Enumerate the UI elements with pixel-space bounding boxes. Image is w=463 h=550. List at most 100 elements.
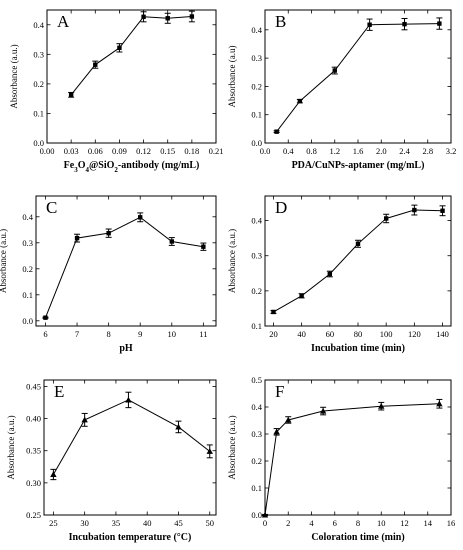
data-point — [43, 315, 48, 320]
x-axis-label: Fe3O4@SiO2-antibody (mg/mL) — [64, 160, 200, 174]
data-point — [141, 14, 146, 19]
x-tick-label: 8 — [356, 518, 360, 528]
plot-frame — [264, 9, 452, 144]
plot-frame — [264, 195, 452, 327]
y-axis-label: Absorbance (a.u.) — [0, 229, 8, 293]
panel-label: C — [46, 198, 57, 217]
x-axis-label-part: Fe — [64, 160, 75, 171]
series-line — [276, 23, 440, 132]
x-tick-label: 35 — [112, 518, 121, 528]
x-tick-label: 1.2 — [329, 146, 340, 156]
plot-frame — [43, 379, 217, 516]
data-point — [201, 244, 206, 249]
y-tick-label: 0.4 — [251, 25, 262, 35]
panel-label: E — [54, 382, 64, 401]
data-point — [332, 68, 337, 73]
x-axis-label: Incubation temperature (°C) — [69, 532, 192, 543]
x-tick-label: 0.12 — [136, 146, 151, 156]
data-point — [273, 428, 280, 435]
panel-label: A — [57, 12, 70, 31]
y-tick-label: 0.2 — [22, 264, 33, 274]
chart-panel-e: 25 30 35 40 45 50 0.25 0.30 0.35 0.40 0.45 E Incubat… — [6, 379, 217, 543]
y-tick-label: 0.4 — [251, 216, 262, 226]
data-point — [106, 230, 111, 236]
data-point — [138, 215, 143, 220]
data-point — [319, 407, 327, 414]
data-point — [437, 21, 442, 26]
x-tick-label: 20 — [269, 329, 278, 339]
y-axis-label: Absorbance (a.u.) — [227, 229, 237, 293]
y-tick-label: 0.30 — [26, 478, 41, 488]
y-axis-label: Absorbance (a.u.) — [6, 415, 16, 479]
y-tick-label: 0.45 — [26, 381, 41, 391]
data-point — [402, 21, 407, 27]
y-tick-label: 0.3 — [251, 251, 262, 261]
series-line — [264, 403, 440, 516]
x-tick-label: 80 — [354, 329, 363, 339]
x-axis-label-part: 4 — [86, 166, 90, 174]
x-tick-label: 0.09 — [112, 146, 127, 156]
data-point — [81, 416, 88, 423]
x-tick-label: 7 — [75, 329, 79, 339]
y-tick-label: 0.1 — [251, 321, 262, 331]
x-tick-label: 0 — [263, 518, 267, 528]
x-tick-label: 0.03 — [64, 146, 79, 156]
series-line — [45, 216, 204, 318]
x-axis-label: Coloration time (min) — [311, 532, 404, 543]
x-tick-label: 0.18 — [184, 146, 199, 156]
y-tick-label: 0.0 — [33, 138, 44, 148]
y-tick-label: 0.3 — [251, 53, 262, 63]
x-tick-label: 10 — [377, 518, 386, 528]
y-tick-label: 0.1 — [22, 290, 33, 300]
x-tick-label: 9 — [138, 329, 142, 339]
x-axis-label-part: O — [78, 160, 86, 171]
x-tick-label: 60 — [326, 329, 335, 339]
x-tick-label: 120 — [408, 329, 421, 339]
x-tick-label: 0.4 — [283, 146, 294, 156]
y-tick-label: 0.40 — [26, 414, 41, 424]
panel-label: D — [275, 198, 287, 217]
chart-panel-c: 6 7 8 9 10 11 0.0 0.1 0.2 0.3 0.4 CpH Absorbance (a.… — [0, 195, 217, 354]
data-point — [327, 271, 333, 277]
panel-label: F — [275, 382, 284, 401]
data-point — [117, 45, 122, 51]
plot-frame — [264, 379, 452, 516]
x-tick-label: 10 — [168, 329, 177, 339]
y-tick-label: 0.3 — [22, 238, 33, 248]
data-point — [189, 14, 195, 19]
data-point — [50, 471, 57, 478]
data-point — [271, 309, 276, 315]
data-point — [297, 98, 303, 104]
data-point — [68, 92, 74, 98]
chart-panel-b: 0.0 0.4 0.8 1.2 1.6 2.0 2.4 2.8 3.2 0.0 0.1 0.2 0.3 0… — [227, 9, 456, 171]
y-tick-label: 0.2 — [251, 456, 262, 466]
y-tick-label: 0.4 — [33, 20, 44, 30]
y-tick-label: 0.25 — [26, 510, 41, 520]
x-axis-label-part: -antibody (mg/mL) — [118, 160, 199, 171]
x-axis-label: PDA/CuNPs-aptamer (mg/mL) — [292, 160, 425, 171]
x-tick-label: 0.06 — [88, 146, 103, 156]
x-tick-label: 40 — [297, 329, 306, 339]
x-tick-label: 50 — [205, 518, 214, 528]
x-axis-label-part: @SiO — [89, 160, 115, 171]
chart-panel-a: 0.00 0.03 0.06 0.09 0.12 0.15 0.18 0.21 0.0 0.1 0.… — [9, 9, 224, 174]
x-tick-label: 0.21 — [209, 146, 224, 156]
y-tick-label: 0.3 — [33, 49, 44, 59]
y-tick-label: 0.2 — [251, 81, 262, 91]
x-axis-label: pH — [119, 343, 133, 354]
series-line — [52, 399, 211, 475]
x-tick-label: 6 — [43, 329, 47, 339]
chart-panel-f: 0 2 4 6 8 10 12 14 16 0.0 0.1 0.2 0.3 0.4 0.5 F Colorati… — [227, 375, 455, 543]
x-axis-label: Incubation time (min) — [311, 343, 405, 354]
y-tick-label: 0.35 — [26, 446, 41, 456]
data-point — [206, 448, 213, 454]
x-tick-label: 4 — [309, 518, 314, 528]
data-point — [378, 402, 385, 409]
x-tick-label: 30 — [80, 518, 89, 528]
y-tick-label: 0.3 — [251, 429, 262, 439]
x-tick-label: 140 — [436, 329, 449, 339]
x-tick-label: 2.4 — [399, 146, 410, 156]
data-point — [93, 62, 98, 67]
data-point — [285, 416, 292, 423]
x-axis-label-part: 3 — [74, 166, 78, 174]
